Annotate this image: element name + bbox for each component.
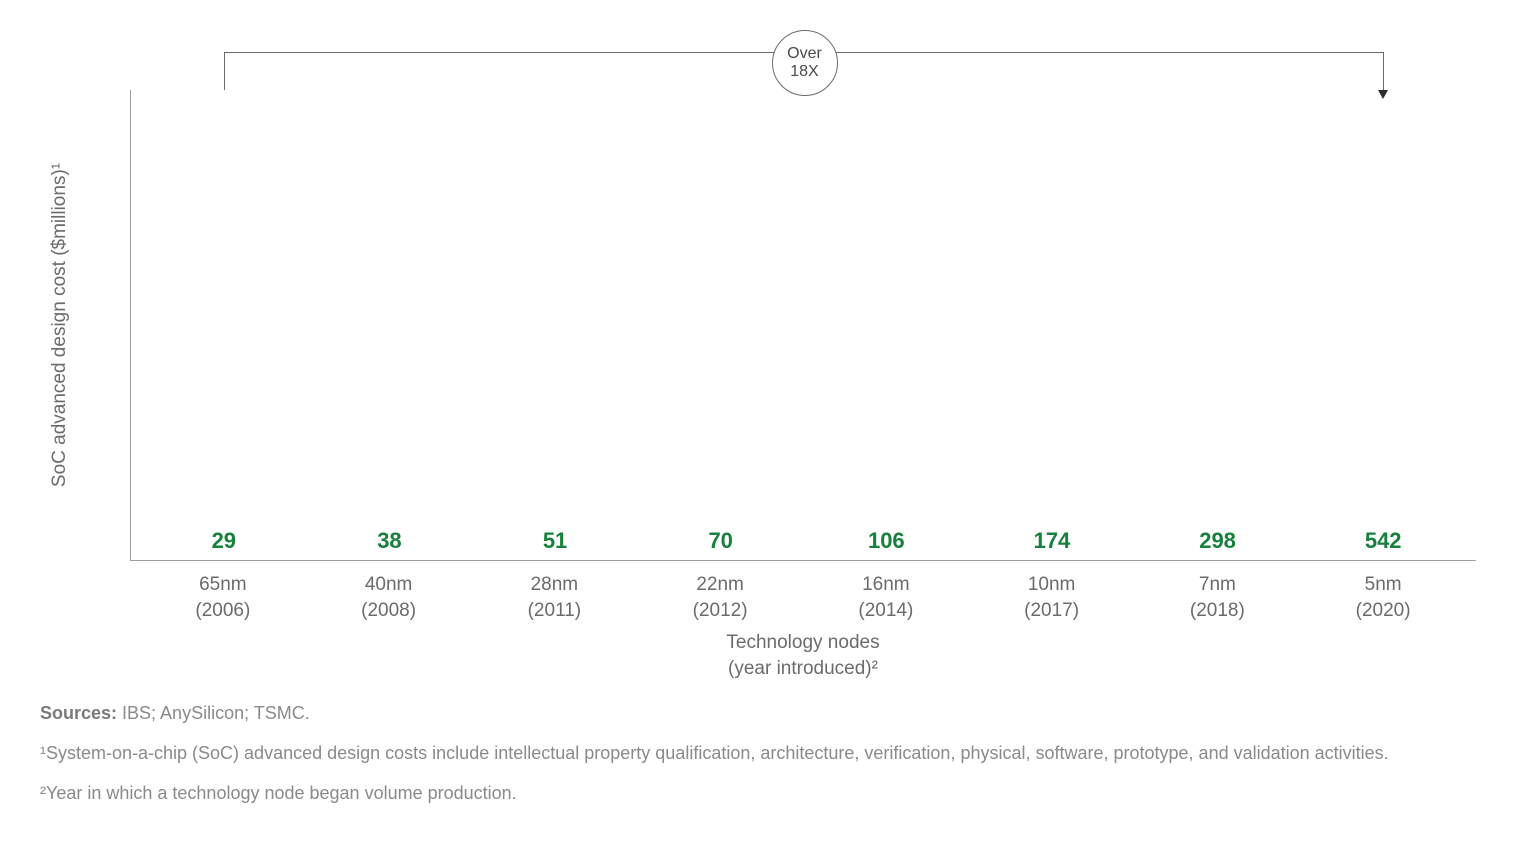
bar-value-label: 29 (212, 528, 236, 554)
sources-text: IBS; AnySilicon; TSMC. (117, 703, 310, 723)
bar-slot: 38 (307, 528, 473, 560)
footnote-2: ²Year in which a technology node began v… (40, 780, 1496, 806)
x-tick-label: 5nm (2020) (1300, 572, 1466, 623)
bar-slot: 174 (969, 528, 1135, 560)
x-tick-label: 28nm (2011) (472, 572, 638, 623)
x-tick-label: 40nm (2008) (306, 572, 472, 623)
x-tick-node: 16nm (862, 574, 910, 595)
bar-value-label: 38 (377, 528, 401, 554)
x-tick-year: (2017) (1024, 600, 1079, 621)
x-tick-node: 65nm (199, 574, 247, 595)
x-axis-title: Technology nodes (year introduced)² (130, 630, 1476, 681)
x-axis-title-line1: Technology nodes (726, 632, 879, 653)
sources-label: Sources: (40, 703, 117, 723)
bar-value-label: 174 (1034, 528, 1071, 554)
x-tick-label: 65nm (2006) (140, 572, 306, 623)
bars-row: 29 38 51 70 106 174 298 542 (131, 90, 1476, 560)
x-tick-node: 7nm (1199, 574, 1236, 595)
x-axis-labels: 65nm (2006) 40nm (2008) 28nm (2011) 22nm (2012)… (130, 572, 1476, 623)
bar-slot: 542 (1300, 528, 1466, 560)
callout-badge: Over 18X (772, 30, 838, 96)
bar-value-label: 542 (1365, 528, 1402, 554)
bar-value-label: 298 (1199, 528, 1236, 554)
x-tick-node: 22nm (696, 574, 744, 595)
callout-annotation: Over 18X (130, 22, 1476, 90)
callout-drop-right (1383, 52, 1384, 90)
x-tick-label: 22nm (2012) (637, 572, 803, 623)
x-tick-node: 28nm (531, 574, 579, 595)
sources-line: Sources: IBS; AnySilicon; TSMC. (40, 700, 1496, 726)
x-tick-year: (2008) (361, 600, 416, 621)
x-tick-node: 5nm (1365, 574, 1402, 595)
x-tick-label: 10nm (2017) (969, 572, 1135, 623)
x-tick-node: 40nm (365, 574, 413, 595)
bar-slot: 29 (141, 528, 307, 560)
bar-slot: 51 (472, 528, 638, 560)
x-tick-year: (2014) (858, 600, 913, 621)
x-tick-year: (2006) (195, 600, 250, 621)
callout-drop-left (224, 52, 225, 90)
x-tick-label: 7nm (2018) (1135, 572, 1301, 623)
x-tick-year: (2020) (1356, 600, 1411, 621)
x-axis-title-line2: (year introduced)² (728, 658, 878, 679)
bar-value-label: 51 (543, 528, 567, 554)
bar-slot: 70 (638, 528, 804, 560)
x-tick-year: (2012) (693, 600, 748, 621)
footnote-1: ¹System-on-a-chip (SoC) advanced design … (40, 740, 1496, 766)
bar-slot: 298 (1135, 528, 1301, 560)
bar-value-label: 106 (868, 528, 905, 554)
bar-value-label: 70 (708, 528, 732, 554)
chart-container: Over 18X SoC advanced design cost ($mill… (0, 0, 1536, 850)
callout-text-line2: 18X (790, 63, 818, 80)
bar-slot: 106 (804, 528, 970, 560)
callout-text-line1: Over (787, 45, 822, 62)
x-tick-node: 10nm (1028, 574, 1076, 595)
x-tick-year: (2011) (528, 600, 582, 621)
y-axis-title: SoC advanced design cost ($millions)¹ (49, 163, 71, 487)
footnotes: Sources: IBS; AnySilicon; TSMC. ¹System-… (40, 700, 1496, 820)
x-tick-year: (2018) (1190, 600, 1245, 621)
x-tick-label: 16nm (2014) (803, 572, 969, 623)
plot-area: 29 38 51 70 106 174 298 542 (130, 90, 1476, 561)
